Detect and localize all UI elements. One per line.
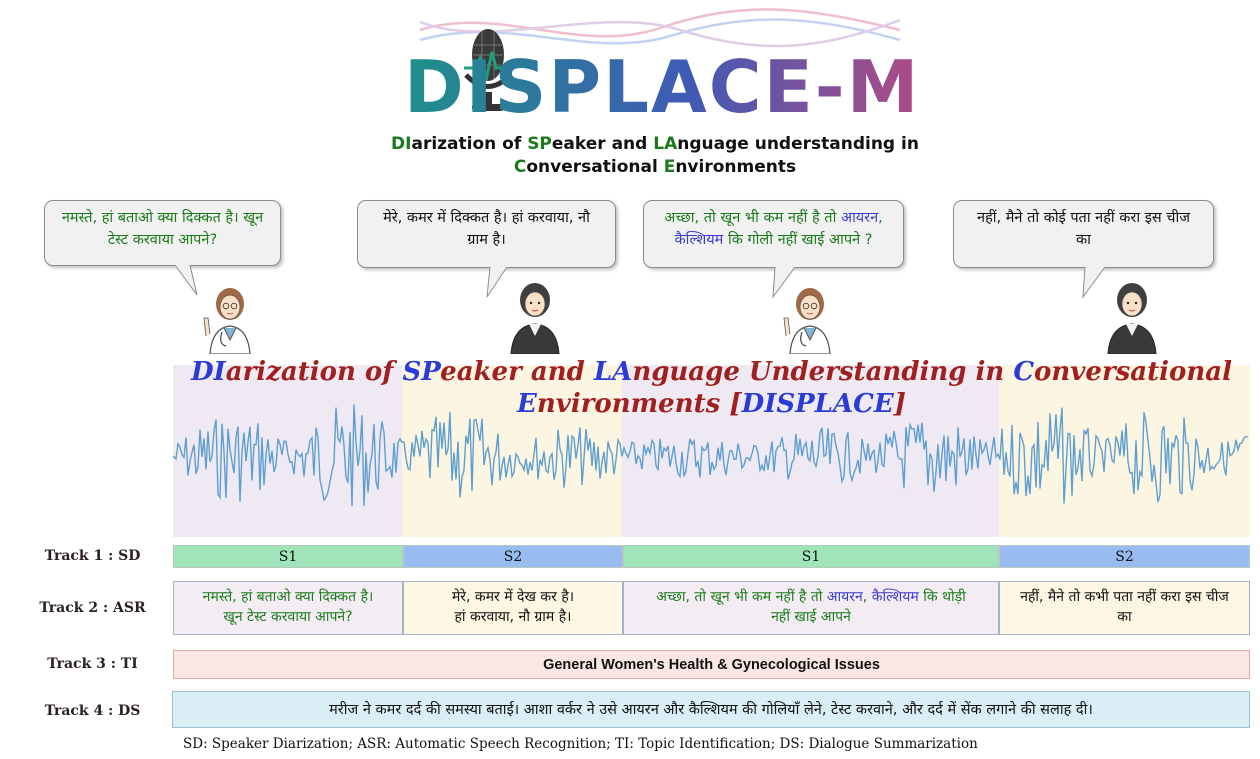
page-subtitle: DIarization of SPeaker and LAnguage unde… [330, 133, 980, 179]
waveform-line [173, 404, 1249, 507]
text-run: DI [391, 134, 412, 154]
text-run: कि गोली नहीं खाई आपने ? [723, 232, 873, 248]
text-run: E [663, 157, 676, 177]
text-run: खून टेस्ट करवाया आपने? [223, 609, 353, 625]
footer-legend: SD: Speaker Diarization; ASR: Automatic … [183, 736, 978, 752]
text-run: eaker and [551, 134, 654, 154]
text-run: कैल्शियम [674, 232, 724, 248]
text-run: , [878, 210, 883, 226]
text-run: LA [653, 134, 678, 154]
microphone-icon [464, 29, 512, 111]
text-run: आयरन [840, 210, 879, 226]
text-run: नमस्ते, हां बताओ क्या दिक्कत है। [202, 589, 374, 605]
text-run: का [1076, 232, 1091, 248]
asr-cell: अच्छा, तो खून भी कम नहीं है तो आयरन, कैल… [623, 581, 999, 635]
text-run: मेरे, कमर में दिक्कत है। हां करवाया, नौ [383, 210, 590, 226]
logo-wordmark: DISPLACE-M [404, 45, 924, 129]
track-1-label: Track 1 : SD [44, 548, 141, 564]
speech-bubble-2: मेरे, कमर में दिक्कत है। हां करवाया, नौ ग… [357, 200, 616, 268]
sd-cell: S1 [623, 545, 999, 568]
track-2-label: Track 2 : ASR [39, 600, 146, 616]
text-run: ग्राम है। [467, 232, 506, 248]
text-run: arization of [411, 134, 528, 154]
doctor-avatar-2 [783, 288, 831, 354]
subtitle-line-1: DIarization of SPeaker and LAnguage unde… [330, 133, 980, 156]
topic-cell: General Women's Health & Gynecological I… [173, 650, 1250, 679]
text-run: onversational [526, 157, 664, 177]
text-run: C [513, 157, 527, 177]
patient-avatar-1 [510, 283, 560, 354]
text-run: नमस्ते, हां बताओ क्या दिक्कत है। खून [61, 210, 264, 226]
bubble-tails [174, 264, 1106, 299]
text-run: कि थोड़ी [918, 589, 966, 605]
speech-bubble-1: नमस्ते, हां बताओ क्या दिक्कत है। खून टेस्… [44, 200, 281, 266]
text-run: टेस्ट करवाया आपने? [107, 232, 218, 248]
text-run: nvironments [675, 157, 797, 177]
text-run: नहीं, मैने तो कभी पता नहीं करा इस चीज [1020, 589, 1229, 605]
text-run: अच्छा, तो खून भी कम नहीं है तो [656, 589, 827, 605]
asr-cell: मेरे, कमर में देख कर है। हां करवाया, नौ ग… [403, 581, 623, 635]
doctor-avatar-1 [203, 288, 251, 354]
logo-text: DISPLACE-M [404, 48, 920, 128]
text-run: मेरे, कमर में देख कर है। [451, 589, 575, 605]
text-run: नहीं खाई आपने [771, 609, 851, 625]
asr-cell: नमस्ते, हां बताओ क्या दिक्कत है। खून टेस्… [173, 581, 403, 635]
subtitle-line-2: Conversational Environments [330, 156, 980, 179]
sd-cell: S1 [173, 545, 403, 568]
track-3-label: Track 3 : TI [47, 656, 138, 672]
sd-cell: S2 [999, 545, 1250, 568]
text-run: का [1117, 609, 1132, 625]
wave-segment-s2 [402, 365, 622, 537]
text-run: nguage understanding in [677, 134, 919, 154]
patient-avatar-2 [1107, 283, 1157, 354]
text-run: हां करवाया, नौ ग्राम है। [454, 609, 572, 625]
audio-waveform [173, 365, 1250, 537]
track-4-label: Track 4 : DS [44, 703, 141, 719]
asr-cell: नहीं, मैने तो कभी पता नहीं करा इस चीज का [999, 581, 1250, 635]
displace-m-logo [419, 8, 901, 111]
text-run: नहीं, मैने तो कोई पता नहीं करा इस चीज [977, 210, 1190, 226]
text-run: , [862, 589, 872, 605]
speech-bubble-4: नहीं, मैने तो कोई पता नहीं करा इस चीज का [953, 200, 1214, 268]
text-run: आयरन [826, 589, 863, 605]
text-run: SP [527, 134, 552, 154]
sd-cell: S2 [403, 545, 623, 568]
text-run: कैल्शियम [871, 589, 919, 605]
speech-bubble-3: अच्छा, तो खून भी कम नहीं है तो आयरन, कैल्… [643, 200, 904, 268]
text-run: अच्छा, तो खून भी कम नहीं है तो [664, 210, 841, 226]
summary-cell: मरीज ने कमर दर्द की समस्या बताई। आशा वर्… [172, 691, 1250, 728]
